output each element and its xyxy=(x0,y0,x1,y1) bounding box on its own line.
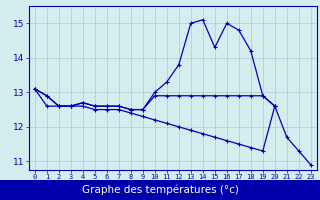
Text: Graphe des températures (°c): Graphe des températures (°c) xyxy=(82,185,238,195)
